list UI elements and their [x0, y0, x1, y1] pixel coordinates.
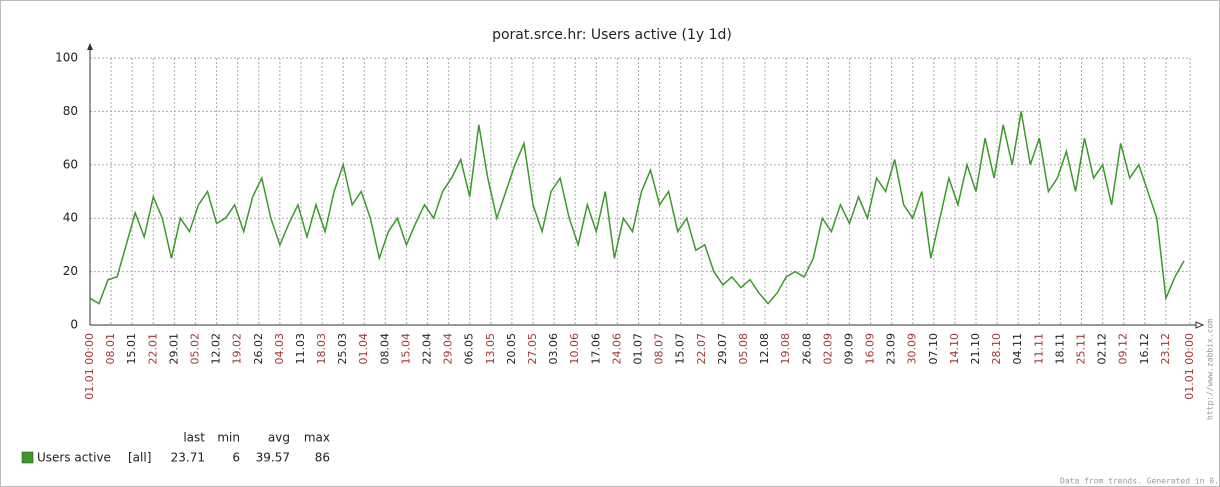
y-tick-label: 80 [63, 104, 78, 118]
x-tick-label: 04.11 [1011, 333, 1024, 365]
y-tick-label: 100 [55, 51, 78, 65]
x-tick-label: 28.10 [990, 333, 1003, 365]
legend-scope: [all] [128, 451, 151, 465]
x-tick-label: 19.08 [779, 333, 792, 365]
x-tick-label: 29.07 [716, 333, 729, 365]
x-tick-label: 18.11 [1053, 333, 1066, 365]
legend-header: min [217, 431, 240, 445]
y-axis-arrow [87, 43, 93, 50]
x-tick-label: 03.06 [547, 333, 560, 365]
x-tick-label: 01.04 [357, 333, 370, 365]
x-tick-label: 20.05 [505, 333, 518, 365]
legend-stat: 6 [232, 451, 240, 465]
x-tick-label: 26.08 [800, 333, 813, 365]
y-tick-label: 60 [63, 157, 78, 171]
legend-header: avg [268, 431, 290, 445]
x-tick-label: 15.07 [674, 333, 687, 365]
y-tick-label: 40 [63, 211, 78, 225]
x-tick-label: 27.05 [526, 333, 539, 365]
legend-swatch [21, 451, 34, 464]
x-tick-label: 16.09 [864, 333, 877, 365]
x-tick-label: 02.12 [1096, 333, 1109, 365]
y-tick-label: 20 [63, 264, 78, 278]
series-line [89, 111, 1185, 305]
x-tick-label: 08.04 [378, 333, 391, 365]
x-tick-label: 25.11 [1075, 333, 1088, 365]
legend-stat: 23.71 [171, 451, 205, 465]
x-tick-label: 02.09 [821, 333, 834, 365]
x-tick-label: 24.06 [610, 333, 623, 365]
x-tick-label: 07.10 [927, 333, 940, 365]
x-tick-label: 06.05 [463, 333, 476, 365]
x-tick-label: 23.12 [1159, 333, 1172, 365]
x-tick-label: 01.01 00:00 [83, 333, 96, 400]
x-tick-label: 01.01 00:00 [1183, 333, 1196, 400]
x-tick-label: 21.10 [969, 333, 982, 365]
x-tick-label: 08.07 [653, 333, 666, 365]
x-tick-label: 09.12 [1117, 333, 1130, 365]
x-tick-label: 11.11 [1032, 333, 1045, 365]
x-tick-label: 17.06 [589, 333, 602, 365]
x-tick-label: 22.07 [695, 333, 708, 365]
x-tick-label: 09.09 [842, 333, 855, 365]
x-tick-label: 13.05 [484, 333, 497, 365]
x-tick-label: 01.07 [631, 333, 644, 365]
x-tick-label: 29.04 [442, 333, 455, 365]
chart-title: porat.srce.hr: Users active (1y 1d) [492, 27, 732, 43]
x-tick-label: 22.01 [146, 333, 159, 365]
x-tick-label: 16.12 [1138, 333, 1151, 365]
x-tick-label: 30.09 [906, 333, 919, 365]
x-tick-label: 19.02 [231, 333, 244, 365]
x-tick-label: 15.04 [399, 333, 412, 365]
x-tick-label: 05.08 [737, 333, 750, 365]
legend-header: last [183, 431, 205, 445]
x-tick-label: 12.08 [758, 333, 771, 365]
x-tick-label: 05.02 [188, 333, 201, 365]
x-tick-label: 04.03 [273, 333, 286, 365]
x-tick-label: 08.01 [104, 333, 117, 365]
legend-stat: 86 [315, 451, 330, 465]
x-tick-label: 25.03 [336, 333, 349, 365]
x-tick-label: 29.01 [167, 333, 180, 365]
x-tick-label: 10.06 [568, 333, 581, 365]
x-tick-label: 15.01 [125, 333, 138, 365]
x-axis-arrow [1195, 321, 1205, 329]
y-tick-label: 0 [70, 318, 78, 332]
side-text: http://www.zabbix.com [1206, 319, 1215, 420]
footer: Data from trends. Generated in 0.30 sec [1060, 477, 1220, 486]
x-tick-label: 22.04 [421, 333, 434, 365]
x-tick-label: 14.10 [948, 333, 961, 365]
x-tick-label: 12.02 [210, 333, 223, 365]
legend-stat: 39.57 [256, 451, 290, 465]
legend-label: Users active [37, 451, 111, 465]
legend-header: max [304, 431, 330, 445]
x-tick-label: 18.03 [315, 333, 328, 365]
x-tick-label: 23.09 [885, 333, 898, 365]
x-tick-label: 11.03 [294, 333, 307, 365]
x-tick-label: 26.02 [252, 333, 265, 365]
